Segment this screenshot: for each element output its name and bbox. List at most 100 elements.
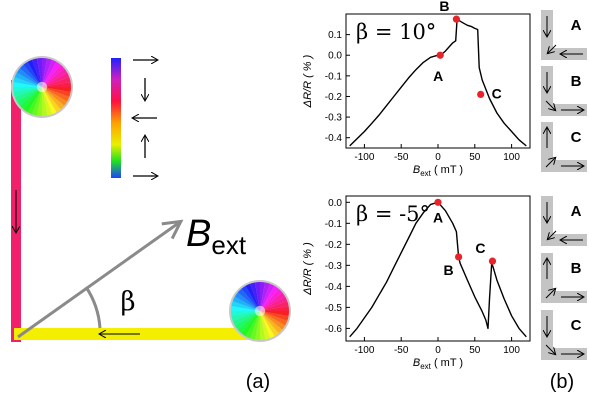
wheel-sector (260, 283, 275, 311)
x-tick-label: -50 (394, 345, 409, 356)
wheel-sector (42, 72, 70, 87)
wheel-sector (19, 64, 42, 87)
y-axis-label: ΔR/R ( % ) (302, 54, 314, 108)
wheel-sector (245, 311, 260, 339)
color-bar-arrows (133, 60, 157, 176)
wheel-sector (234, 311, 260, 330)
marker-label-b: B (439, 0, 449, 14)
wheel-sector (42, 58, 52, 87)
angle-label: β (120, 287, 135, 317)
wheel-center (254, 305, 266, 317)
marker-label-a: A (433, 68, 443, 84)
wheel-sector (42, 87, 61, 113)
wheel-sector (260, 311, 270, 340)
angle-arc (84, 286, 102, 329)
y-tick-label: -0.2 (325, 240, 343, 251)
inset-c: C (541, 122, 587, 172)
chart-title: β = 10° (356, 20, 436, 44)
x-tick-label: -100 (354, 152, 374, 163)
y-tick-label: 0.0 (328, 198, 342, 209)
wheel-sector (260, 311, 289, 321)
y-tick-label: -0.4 (325, 133, 343, 144)
inset-a: A (541, 196, 587, 246)
marker-point-b (452, 15, 460, 23)
wheel-sector (19, 87, 42, 110)
wheel-sector (27, 59, 42, 87)
wheel-sector (260, 311, 275, 339)
inset-label: A (571, 17, 582, 34)
inset-corner-arrow (545, 344, 555, 354)
marker-label-c: C (475, 240, 485, 256)
wheel-sector (241, 311, 260, 337)
field-arrow (17, 219, 184, 339)
wheel-sector (254, 282, 260, 311)
inset-a: A (541, 10, 587, 60)
data-curve (349, 201, 527, 338)
marker-point-b (455, 253, 463, 261)
y-tick-label: 0.0 (328, 51, 342, 62)
panel-a-label: (a) (246, 371, 270, 393)
wheel-sector (42, 59, 57, 87)
wheel-sector (232, 311, 260, 326)
x-tick-label: -50 (394, 152, 409, 163)
wheel-sector (23, 87, 42, 113)
inset-corner-arrow (545, 158, 555, 168)
wheel-sector (13, 81, 42, 87)
x-tick-label: 100 (503, 345, 520, 356)
inset-c: C (541, 310, 587, 360)
wheel-sector (231, 311, 260, 321)
top-vortex-disc-colors (13, 58, 71, 116)
wheel-sector (260, 311, 289, 317)
wheel-sector (260, 296, 288, 311)
wheel-sector (260, 282, 266, 311)
wheel-sector (16, 87, 42, 106)
y-tick-label: -0.6 (325, 324, 343, 335)
data-curve (349, 18, 527, 147)
marker-point-a (436, 51, 444, 59)
y-tick-label: -0.2 (325, 92, 343, 103)
wheel-sector (232, 296, 260, 311)
inset-label: B (571, 260, 582, 277)
wheel-sector (245, 283, 260, 311)
panel-b-label: (b) (550, 371, 574, 393)
inset-corner-arrow (548, 44, 557, 53)
panel-a: β Bext (a) (11, 56, 291, 393)
wheel-sector (42, 87, 71, 97)
wheel-sector (254, 311, 260, 340)
inset-b: B (541, 253, 587, 303)
right-vortex-disc-colors (231, 282, 289, 340)
inset-corner-arrow (545, 289, 555, 299)
marker-point-c (488, 257, 497, 265)
wheel-sector (260, 311, 283, 334)
y-axis-label: ΔR/R ( % ) (302, 242, 314, 296)
wheel-sector (231, 305, 260, 311)
wheel-sector (234, 292, 260, 311)
wheel-sector (42, 87, 70, 102)
y-tick-label: -0.1 (325, 71, 343, 82)
wheel-sector (16, 68, 42, 87)
wheel-sector (42, 87, 68, 106)
wheel-sector (42, 87, 48, 116)
x-tick-label: 0 (435, 345, 441, 356)
wheel-sector (260, 305, 289, 311)
inset-label: C (571, 129, 582, 146)
marker-label-b: B (444, 262, 454, 278)
y-tick-label: 0.1 (328, 30, 342, 41)
wheel-sector (260, 282, 270, 311)
wheel-sector (260, 285, 279, 311)
wheel-sector (42, 58, 48, 87)
inset-label: C (571, 317, 582, 334)
y-tick-label: -0.5 (325, 303, 343, 314)
x-tick-label: 50 (469, 345, 481, 356)
y-tick-label: -0.3 (325, 113, 343, 124)
inset-corner-arrow (548, 230, 557, 239)
wheel-sector (42, 87, 52, 116)
wheel-sector (42, 87, 65, 110)
wheel-sector (241, 285, 260, 311)
marker-label-a: A (433, 209, 443, 225)
wheel-sector (260, 301, 289, 311)
wheel-sector (42, 81, 71, 87)
marker-label-c: C (492, 85, 502, 101)
wheel-sector (32, 87, 42, 116)
